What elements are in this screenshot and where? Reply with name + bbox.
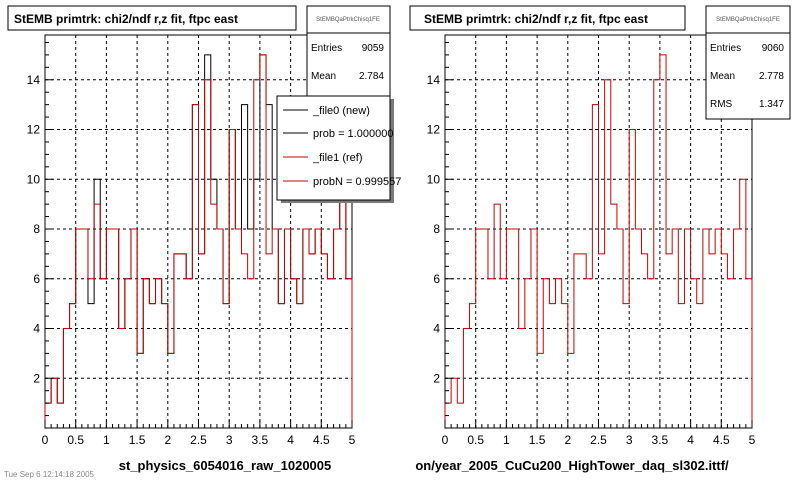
panel-title: StEMB primtrk: chi2/ndf r,z fit, ftpc ea… (424, 12, 648, 26)
legend-entry-new: _file0 (new) (312, 105, 370, 117)
x-tick-label: 0.5 (467, 433, 484, 447)
x-tick-label: 0 (42, 433, 49, 447)
title-box (7, 5, 297, 31)
stat-value-mean: 2.784 (359, 71, 384, 82)
x-axis-title: st_physics_6054016_raw_1020005 (119, 458, 332, 473)
y-tick-label: 6 (33, 272, 40, 286)
y-tick-label: 12 (427, 123, 441, 137)
legend-box: _file0 (new) prob = 1.000000 _file1 (ref… (276, 95, 401, 203)
x-tick-label: 0 (442, 433, 449, 447)
histogram-series (44, 54, 353, 428)
histogram-panel-left: 0 0.5 1 1.5 2 2.5 3 3.5 4 4.5 5 2 4 6 8 10 12 14 StEMB pr… (7, 5, 401, 473)
histogram-panel-right: 0 0.5 1 1.5 2 2.5 3 3.5 4 4.5 5 2 4 6 8 10 12 14 StEMB pr… (409, 5, 791, 473)
y-tick-label: 14 (27, 73, 41, 87)
panel-title: StEMB primtrk: chi2/ndf r,z fit, ftpc ea… (14, 12, 238, 26)
x-tick-label: 1.5 (129, 433, 146, 447)
histogram-series (444, 54, 753, 428)
y-tick-label: 10 (427, 172, 441, 186)
x-tick-label: 4.5 (713, 433, 730, 447)
stats-box: StEMBQaPtrkChisq1FE Entries 9059 Mean 2.… (306, 5, 391, 99)
x-tick-label: 4 (687, 433, 694, 447)
y-tick-label: 4 (433, 322, 440, 336)
axes: 0 0.5 1 1.5 2 2.5 3 3.5 4 4.5 5 2 4 6 8 10 12 14 (27, 41, 356, 447)
x-axis-title: on/year_2005_CuCu200_HighTower_daq_sl302… (415, 458, 729, 473)
y-tick-label: 2 (433, 371, 440, 385)
legend-entry-prob: prob = 1.000000 (313, 128, 393, 140)
y-tick-label: 8 (433, 222, 440, 236)
x-tick-label: 5 (349, 433, 356, 447)
x-tick-label: 2.5 (190, 433, 207, 447)
stat-label-mean: Mean (311, 71, 336, 82)
y-tick-label: 14 (427, 73, 441, 87)
x-tick-label: 1 (103, 433, 110, 447)
stat-label-entries: Entries (311, 43, 342, 54)
y-tick-label: 6 (433, 272, 440, 286)
x-tick-label: 2 (564, 433, 571, 447)
x-tick-label: 3 (626, 433, 633, 447)
legend-entry-probn: probN = 0.999557 (313, 176, 401, 188)
title-box (409, 5, 686, 31)
y-tick-label: 10 (27, 172, 41, 186)
y-tick-label: 8 (33, 222, 40, 236)
stat-value-rms: 1.347 (759, 99, 784, 110)
axes: 0 0.5 1 1.5 2 2.5 3 3.5 4 4.5 5 2 4 6 8 10 12 14 (427, 41, 756, 447)
y-tick-label: 2 (33, 371, 40, 385)
stats-name: StEMBQaPtrkChisq1FE (716, 17, 780, 23)
stat-value-mean: 2.778 (759, 71, 784, 82)
histogram-line-series-1 (44, 54, 353, 428)
x-tick-label: 4 (287, 433, 294, 447)
y-tick-label: 12 (27, 123, 41, 137)
stat-label-entries: Entries (710, 43, 741, 54)
x-tick-label: 3 (226, 433, 233, 447)
stats-name: StEMBQaPtrkChisq1FE (316, 17, 380, 23)
x-tick-label: 3.5 (252, 433, 269, 447)
stats-box: StEMBQaPtrkChisq1FE Entries 9060 Mean 2.… (705, 5, 791, 120)
histogram-line-series-0 (444, 54, 753, 428)
x-tick-label: 0.5 (67, 433, 84, 447)
stat-value-entries: 9059 (362, 43, 385, 54)
x-tick-label: 3.5 (652, 433, 669, 447)
stat-label-mean: Mean (710, 71, 735, 82)
x-tick-label: 5 (749, 433, 756, 447)
x-tick-label: 1 (503, 433, 510, 447)
x-tick-label: 2.5 (590, 433, 607, 447)
x-tick-label: 4.5 (313, 433, 330, 447)
footer-timestamp: Tue Sep 6 12:14:18 2005 (4, 470, 95, 479)
y-tick-label: 4 (33, 322, 40, 336)
stat-value-entries: 9060 (762, 43, 785, 54)
x-tick-label: 1.5 (529, 433, 546, 447)
stat-label-rms: RMS (710, 99, 733, 110)
legend-entry-ref: _file1 (ref) (312, 152, 363, 164)
x-tick-label: 2 (164, 433, 171, 447)
